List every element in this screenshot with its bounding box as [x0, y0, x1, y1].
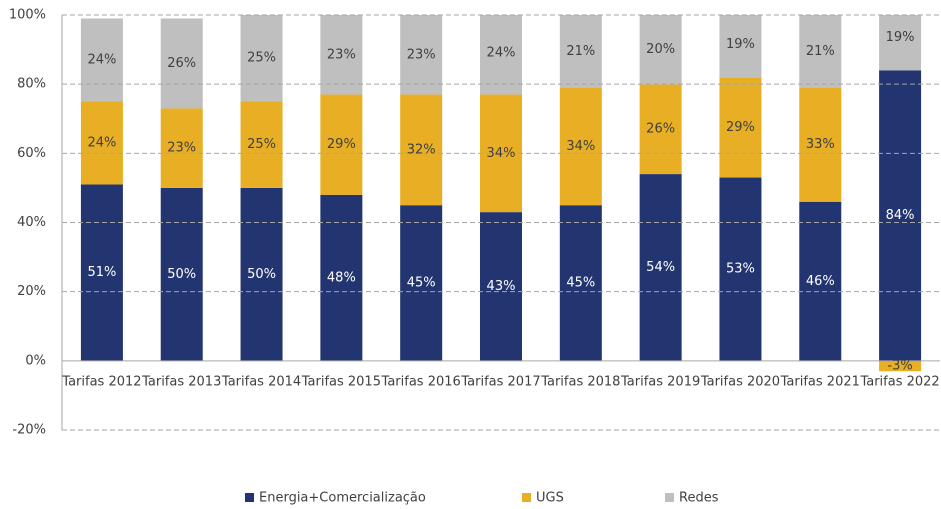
data-label: 29%: [327, 137, 356, 152]
bar-segment: [320, 15, 363, 95]
bar-segment: [639, 15, 682, 85]
data-label: 84%: [886, 208, 915, 223]
bar-segment: [80, 18, 123, 102]
data-label: 24%: [87, 135, 116, 150]
x-tick-label: Tarifas 2015: [301, 374, 381, 389]
x-tick-label: Tarifas 2019: [620, 374, 700, 389]
data-label: 32%: [407, 142, 436, 157]
data-label: 25%: [247, 137, 276, 152]
bar-segment: [240, 187, 283, 361]
y-tick-label: 0%: [25, 353, 46, 368]
x-tick-label: Tarifas 2016: [381, 374, 461, 389]
x-tick-label: Tarifas 2012: [61, 374, 141, 389]
y-tick-label: 60%: [17, 146, 46, 161]
x-tick-label: Tarifas 2021: [780, 374, 860, 389]
bar-segment: [719, 15, 762, 78]
y-tick-label: 40%: [17, 215, 46, 230]
bar-segment: [240, 101, 283, 188]
bar-segment: [80, 184, 123, 361]
data-label: 19%: [726, 37, 755, 52]
data-label: 24%: [87, 52, 116, 67]
bar-segment: [559, 15, 602, 88]
data-label: 20%: [646, 42, 675, 57]
data-label: 34%: [566, 139, 595, 154]
bar-segment: [799, 87, 842, 202]
bar-segment: [160, 108, 203, 188]
bar-segment: [400, 15, 443, 95]
bar-segment: [799, 201, 842, 361]
legend-label: Redes: [679, 491, 719, 506]
data-label: 25%: [247, 51, 276, 66]
data-label: 26%: [167, 56, 196, 71]
data-label: 43%: [487, 279, 516, 294]
x-tick-label: Tarifas 2014: [221, 374, 301, 389]
bar-segment: [879, 70, 922, 361]
bar-segment: [160, 187, 203, 361]
legend-label: UGS: [536, 491, 564, 506]
bar-segment: [719, 77, 762, 178]
data-label: 21%: [806, 44, 835, 59]
data-label: 29%: [726, 120, 755, 135]
y-tick-label: 100%: [9, 8, 46, 23]
bar-segment: [719, 177, 762, 361]
bar-segment: [879, 15, 922, 71]
data-label: 45%: [566, 276, 595, 291]
data-label: 26%: [646, 122, 675, 137]
data-label: 48%: [327, 270, 356, 285]
data-label: 33%: [806, 137, 835, 152]
bar-segment: [400, 94, 443, 206]
data-label: 23%: [167, 141, 196, 156]
data-label: 46%: [806, 274, 835, 289]
x-tick-label: Tarifas 2018: [540, 374, 620, 389]
bar-segment: [480, 212, 522, 361]
data-label: 45%: [407, 276, 436, 291]
data-label: -3%: [887, 359, 912, 374]
data-label: 23%: [407, 47, 436, 62]
bar-segment: [160, 18, 203, 109]
x-tick-label: Tarifas 2017: [460, 374, 540, 389]
y-tick-label: -20%: [12, 423, 46, 438]
bar-segment: [480, 15, 522, 95]
bar-segment: [240, 15, 283, 102]
bar-segment: [879, 360, 922, 372]
data-label: 24%: [487, 46, 516, 61]
legend-label: Energia+Comercialização: [259, 491, 426, 506]
x-tick-label: Tarifas 2013: [141, 374, 221, 389]
data-label: 21%: [566, 44, 595, 59]
data-label: 54%: [646, 260, 675, 275]
data-label: 23%: [327, 47, 356, 62]
bar-segment: [80, 101, 123, 185]
bar-segment: [559, 87, 602, 206]
x-tick-label: Tarifas 2022: [859, 374, 939, 389]
legend-swatch: [245, 493, 254, 502]
bar-segment: [799, 15, 842, 88]
data-label: 51%: [87, 265, 116, 280]
bar-segment: [639, 174, 682, 361]
data-label: 19%: [886, 30, 915, 45]
bar-segment: [559, 205, 602, 361]
legend-swatch: [665, 493, 674, 502]
legend-swatch: [522, 493, 531, 502]
plot-area: [80, 15, 922, 372]
y-tick-label: 20%: [17, 284, 46, 299]
y-tick-label: 80%: [17, 77, 46, 92]
x-tick-label: Tarifas 2020: [700, 374, 780, 389]
data-label: 50%: [247, 267, 276, 282]
bar-segment: [400, 205, 443, 361]
bar-segment: [639, 84, 682, 175]
data-label: 34%: [487, 146, 516, 161]
data-label: 50%: [167, 267, 196, 282]
data-label: 53%: [726, 262, 755, 277]
bar-segment: [320, 94, 363, 195]
